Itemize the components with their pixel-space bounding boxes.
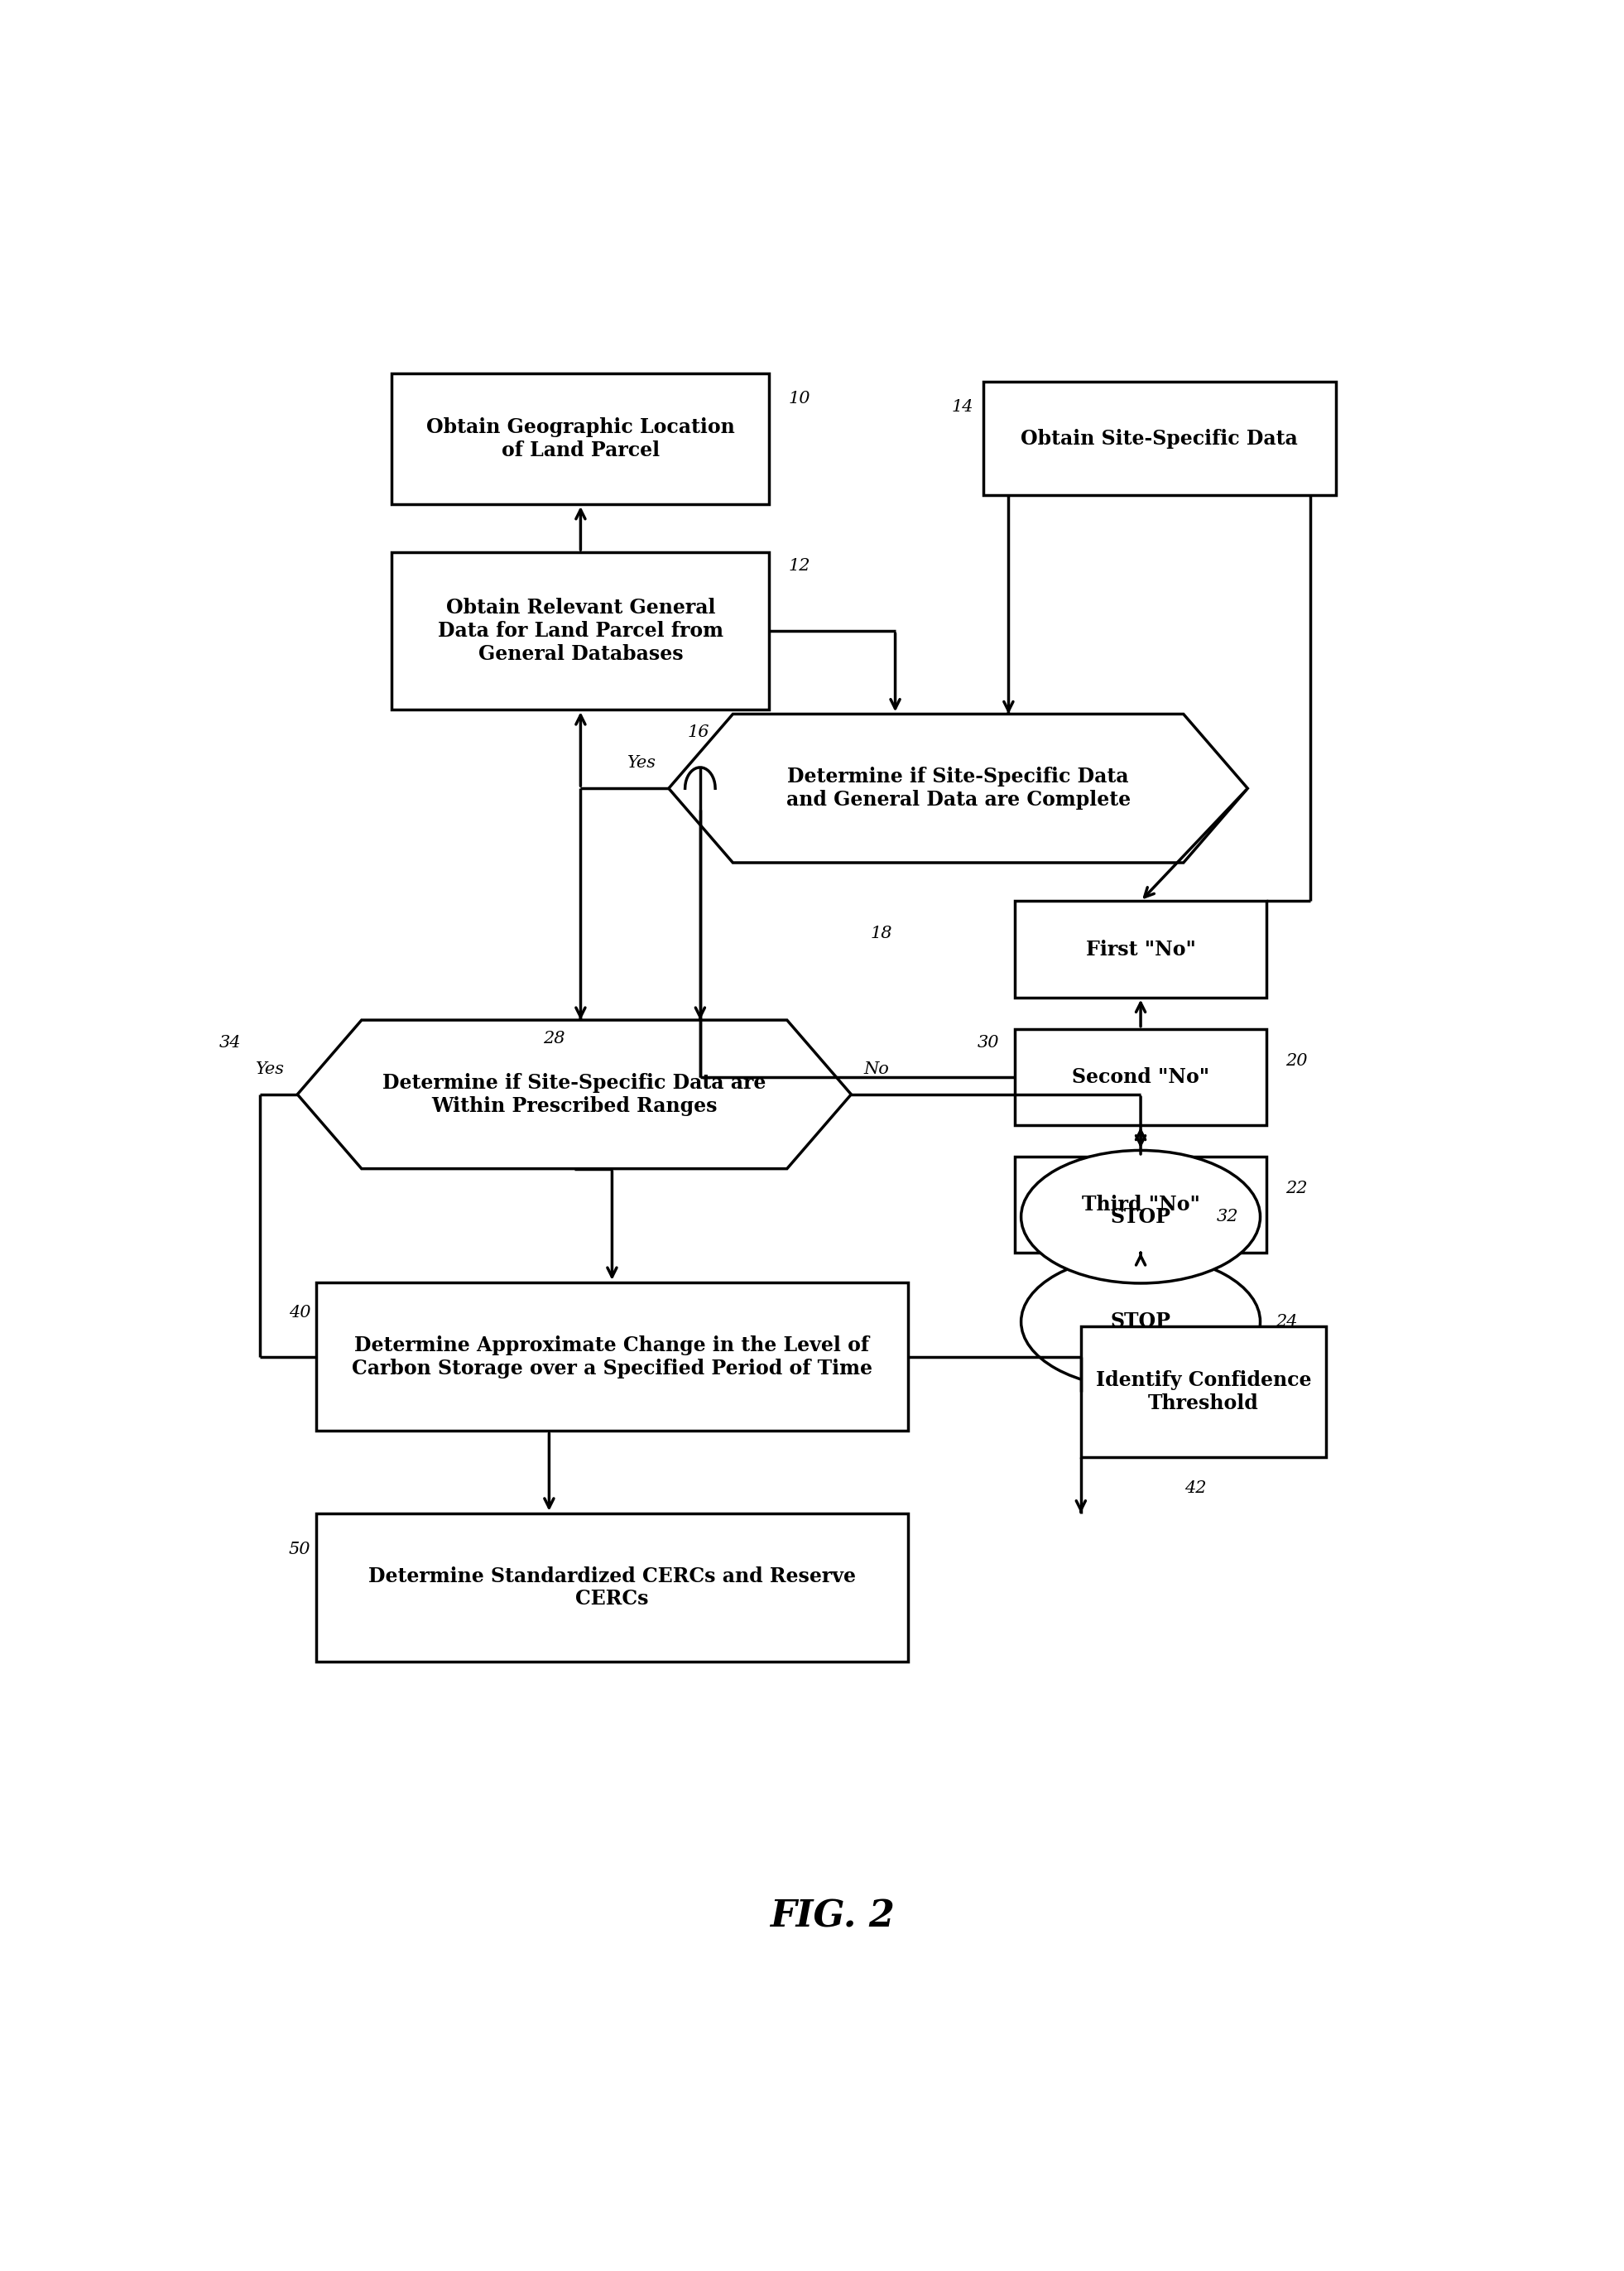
Text: 30: 30 bbox=[978, 1036, 999, 1051]
Text: 32: 32 bbox=[1216, 1208, 1237, 1224]
Polygon shape bbox=[669, 713, 1247, 863]
Text: 50: 50 bbox=[289, 1542, 310, 1558]
FancyBboxPatch shape bbox=[317, 1512, 908, 1662]
Text: FIG. 2: FIG. 2 bbox=[770, 1899, 895, 1935]
Text: Second "No": Second "No" bbox=[1072, 1067, 1210, 1088]
Text: 14: 14 bbox=[952, 400, 974, 416]
Text: 34: 34 bbox=[219, 1036, 240, 1051]
FancyBboxPatch shape bbox=[1015, 1156, 1267, 1254]
Polygon shape bbox=[297, 1020, 851, 1170]
Text: Third "No": Third "No" bbox=[1082, 1195, 1200, 1215]
Text: 40: 40 bbox=[289, 1306, 310, 1322]
FancyBboxPatch shape bbox=[1082, 1326, 1327, 1458]
Text: Obtain Geographic Location
of Land Parcel: Obtain Geographic Location of Land Parce… bbox=[427, 418, 734, 461]
Text: No: No bbox=[864, 1061, 890, 1076]
FancyBboxPatch shape bbox=[391, 552, 770, 709]
Text: 20: 20 bbox=[1286, 1054, 1307, 1070]
Text: 18: 18 bbox=[870, 927, 892, 942]
Text: 22: 22 bbox=[1286, 1181, 1307, 1197]
Text: Identify Confidence
Threshold: Identify Confidence Threshold bbox=[1096, 1369, 1312, 1413]
Text: Obtain Site-Specific Data: Obtain Site-Specific Data bbox=[1021, 429, 1298, 450]
Text: Yes: Yes bbox=[257, 1061, 284, 1076]
Text: 28: 28 bbox=[542, 1031, 565, 1047]
Text: STOP: STOP bbox=[1111, 1313, 1171, 1331]
Text: First "No": First "No" bbox=[1086, 940, 1195, 958]
Text: Determine Approximate Change in the Level of
Carbon Storage over a Specified Per: Determine Approximate Change in the Leve… bbox=[352, 1335, 872, 1378]
FancyBboxPatch shape bbox=[1015, 902, 1267, 997]
Text: 12: 12 bbox=[788, 559, 810, 575]
Ellipse shape bbox=[1021, 1256, 1260, 1388]
FancyBboxPatch shape bbox=[317, 1283, 908, 1431]
Text: 16: 16 bbox=[687, 724, 710, 740]
Text: Determine if Site-Specific Data are
Within Prescribed Ranges: Determine if Site-Specific Data are With… bbox=[383, 1072, 767, 1115]
Text: 10: 10 bbox=[788, 391, 810, 407]
Text: Determine Standardized CERCs and Reserve
CERCs: Determine Standardized CERCs and Reserve… bbox=[369, 1567, 856, 1608]
FancyBboxPatch shape bbox=[1015, 1029, 1267, 1124]
Text: Obtain Relevant General
Data for Land Parcel from
General Databases: Obtain Relevant General Data for Land Pa… bbox=[438, 597, 723, 663]
Text: 42: 42 bbox=[1186, 1481, 1207, 1497]
Text: Yes: Yes bbox=[627, 756, 656, 770]
FancyBboxPatch shape bbox=[391, 372, 770, 504]
FancyBboxPatch shape bbox=[984, 382, 1335, 495]
Ellipse shape bbox=[1021, 1151, 1260, 1283]
Text: 24: 24 bbox=[1275, 1315, 1298, 1329]
Text: Determine if Site-Specific Data
and General Data are Complete: Determine if Site-Specific Data and Gene… bbox=[786, 768, 1130, 811]
Text: STOP: STOP bbox=[1111, 1206, 1171, 1226]
